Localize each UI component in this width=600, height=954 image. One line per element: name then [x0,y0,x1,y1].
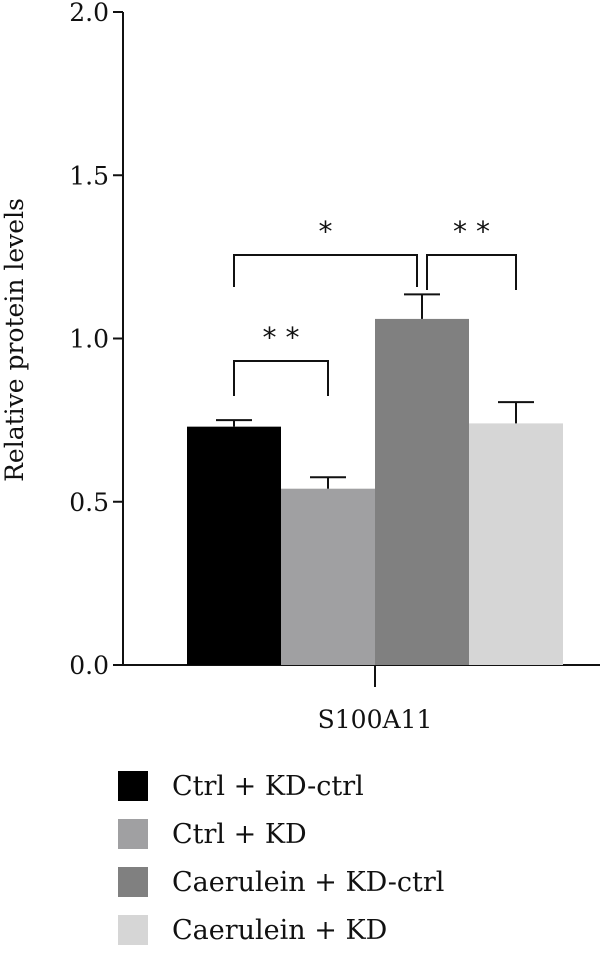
bar [281,488,375,665]
y-axis: 0.0 0.5 1.0 1.5 2.0 [69,0,124,680]
y-tick-label: 0.5 [69,488,109,517]
bar-chart: 0.0 0.5 1.0 1.5 2.0 S100A11 * * * * * Relative… [0,0,600,734]
error-bars [216,293,534,489]
legend-swatch [118,771,148,801]
legend-item: Ctrl + KD-ctrl [118,762,444,810]
legend-label: Ctrl + KD-ctrl [172,770,364,802]
legend-swatch [118,819,148,849]
significance-label: * * [453,215,490,248]
y-tick-label: 0.0 [69,651,109,680]
legend-item: Ctrl + KD [118,810,444,858]
legend-label: Caerulein + KD [172,914,388,946]
x-axis: S100A11 [123,664,600,734]
legend-label: Ctrl + KD [172,818,307,850]
bars [187,318,563,665]
legend: Ctrl + KD-ctrl Ctrl + KD Caerulein + KD-ct… [118,762,444,954]
legend-item: Caerulein + KD-ctrl [118,858,444,906]
y-tick-label: 1.5 [69,161,109,190]
bar [375,318,469,665]
y-tick-label: 2.0 [69,0,109,27]
y-axis-title: Relative protein levels [0,198,29,482]
significance-label: * [319,215,333,248]
legend-swatch [118,915,148,945]
legend-swatch [118,867,148,897]
significance-brackets: * * * * * [233,215,517,396]
legend-label: Caerulein + KD-ctrl [172,866,445,898]
bar [187,426,281,665]
significance-bracket [233,360,329,396]
significance-label: * * [263,321,300,354]
significance-bracket [233,254,418,287]
x-tick-label: S100A11 [318,705,433,734]
bar [469,423,563,665]
y-tick-label: 1.0 [69,325,109,354]
significance-bracket [426,254,517,290]
legend-item: Caerulein + KD [118,906,444,954]
